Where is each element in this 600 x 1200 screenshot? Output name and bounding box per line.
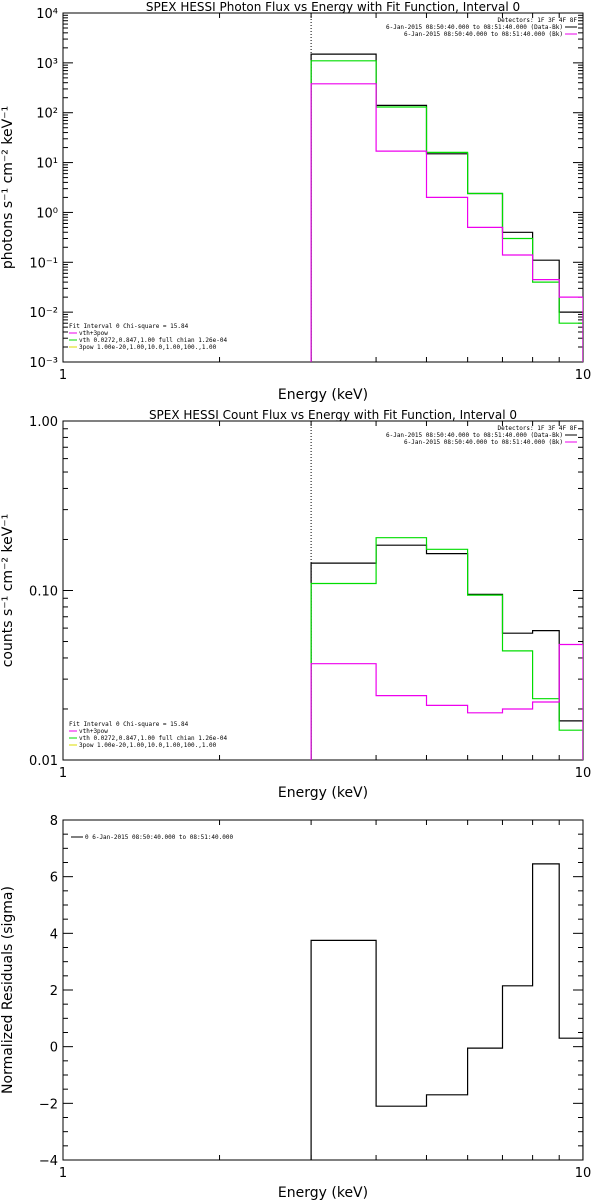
x-axis-label: Energy (keV) — [278, 387, 368, 403]
x-axis-label: Energy (keV) — [278, 785, 368, 801]
y-axis-label: counts s⁻¹ cm⁻² keV⁻¹ — [0, 514, 16, 668]
data-layer — [310, 53, 583, 362]
series-line-0 — [310, 544, 583, 760]
fit-legend-entry: vth+3pow — [79, 728, 108, 735]
series-line-0 — [310, 53, 583, 362]
fit-legend-entry: vth 0.0272,0.847,1.00 full chian 1.26e-0… — [79, 337, 227, 344]
legend-entry: 6-Jan-2015 08:50:40.000 to 08:51:40.000 … — [386, 24, 563, 31]
fit-legend-header: Fit Interval 0 Chi-square = 15.84 — [69, 323, 189, 330]
y-axis-label: Normalized Residuals (sigma) — [0, 886, 16, 1094]
data-layer — [310, 863, 583, 1160]
y-tick-label: 2 — [50, 984, 58, 999]
y-tick-label: 10⁻³ — [29, 356, 58, 371]
chart-panel-2: 1 10 −4 −2 0 2 4 6 8 Energy (keV) Normalized Resid… — [0, 814, 591, 1200]
series-line-2 — [310, 643, 583, 760]
y-tick-label: 0.10 — [29, 585, 58, 600]
fit-legend-entry: vth 0.0272,0.847,1.00 full chian 1.26e-0… — [79, 735, 227, 742]
y-tick-label: 0.01 — [29, 754, 58, 769]
chart-panel-0: 1 10 10⁻³ 10⁻² 10⁻¹ 10⁰ 10¹ 10² 10³ 10⁴ SPEX HESSI… — [0, 0, 591, 403]
x-tick-label: 1 — [59, 766, 67, 781]
series-line-2 — [310, 83, 583, 362]
y-tick-label: 0 — [50, 1041, 58, 1056]
chart-title: SPEX HESSI Photon Flux vs Energy with Fi… — [146, 0, 520, 14]
x-tick-label: 10 — [575, 1166, 592, 1181]
x-tick-label: 1 — [59, 368, 67, 383]
legend-entry: 6-Jan-2015 08:50:40.000 to 08:51:40.000 … — [404, 31, 563, 38]
series-line-1 — [310, 537, 583, 760]
y-tick-label: 10³ — [36, 57, 58, 72]
legend-entry: 6-Jan-2015 08:50:40.000 to 08:51:40.000 … — [386, 432, 563, 439]
y-tick-label: 8 — [50, 814, 58, 829]
y-axis-label: photons s⁻¹ cm⁻² keV⁻¹ — [0, 106, 16, 269]
plot-frame — [62, 819, 584, 1161]
x-tick-label: 1 — [59, 1166, 67, 1181]
legend-entry: 6-Jan-2015 08:50:40.000 to 08:51:40.000 … — [404, 439, 563, 446]
fit-legend-entry: vth+3pow — [79, 330, 108, 337]
y-tick-label: 10⁻² — [29, 306, 58, 321]
fit-legend-entry: 3pow 1.00e-20,1.00,10.0,1.00,100.,1.00 — [79, 742, 217, 749]
legend-header: Detectors: 1F 3F 4F 8F — [498, 17, 578, 24]
data-layer — [310, 537, 583, 760]
y-tick-label: 10¹ — [36, 157, 58, 172]
y-tick-label: 6 — [50, 871, 58, 886]
fit-legend-header: Fit Interval 0 Chi-square = 15.84 — [69, 721, 189, 728]
y-tick-label: −4 — [39, 1154, 58, 1169]
y-tick-label: 10⁴ — [36, 7, 58, 22]
x-tick-label: 10 — [575, 766, 592, 781]
x-tick-label: 10 — [575, 368, 592, 383]
fit-legend-entry: 3pow 1.00e-20,1.00,10.0,1.00,100.,1.00 — [79, 344, 217, 351]
legend-entry: 0 6-Jan-2015 08:50:40.000 to 08:51:40.00… — [85, 834, 233, 841]
y-tick-label: 4 — [50, 927, 58, 942]
x-axis-label: Energy (keV) — [278, 1185, 368, 1200]
y-tick-label: 10⁰ — [36, 206, 58, 221]
series-line-0 — [310, 863, 583, 1160]
y-tick-label: −2 — [39, 1097, 58, 1112]
legend-header: Detectors: 1F 3F 4F 8F — [498, 425, 578, 432]
y-tick-label: 10² — [36, 107, 58, 122]
chart-panel-1: 1 10 0.01 0.10 1.00 SPEX HESSI Count Flux vs … — [0, 408, 591, 801]
y-tick-label: 10⁻¹ — [29, 256, 58, 271]
series-line-1 — [310, 60, 583, 362]
y-tick-label: 1.00 — [29, 415, 58, 430]
chart-title: SPEX HESSI Count Flux vs Energy with Fit… — [149, 408, 517, 422]
plot-frame — [62, 12, 584, 363]
